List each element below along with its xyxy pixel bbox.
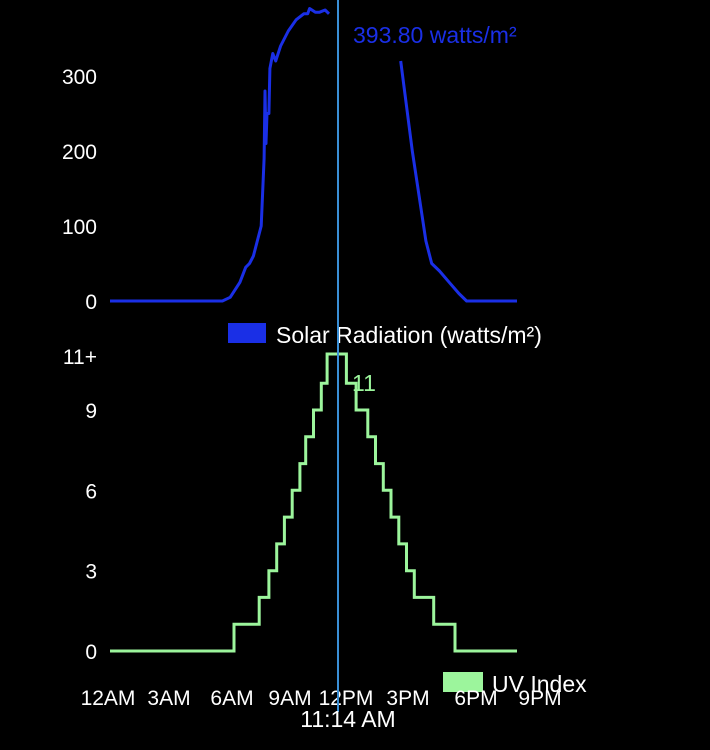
uv-y-tick-label: 3	[85, 561, 97, 584]
uv-series	[110, 352, 517, 653]
x-tick-label: 3AM	[147, 687, 190, 710]
x-tick-label: 12PM	[319, 687, 374, 710]
solar-radiation-chart[interactable]: 0 100 200 300 Solar Radiation (watts/m²) 39…	[62, 7, 542, 349]
solar-y-axis: 0 100 200 300	[62, 66, 97, 314]
uv-legend-label: UV Index	[492, 671, 587, 697]
x-tick-label: 9PM	[518, 687, 561, 710]
x-tick-label: 6PM	[454, 687, 497, 710]
solar-y-tick-label: 200	[62, 141, 97, 164]
uv-legend-swatch	[443, 672, 483, 692]
x-tick-label: 9AM	[268, 687, 311, 710]
solar-series	[110, 7, 517, 303]
solar-legend-swatch	[228, 323, 266, 343]
uv-y-axis: 0 3 6 9 11+	[63, 346, 97, 664]
uv-y-tick-label: 11+	[63, 346, 97, 369]
x-axis: 12AM 3AM 6AM 9AM 12PM 3PM 6PM 9PM	[81, 687, 562, 710]
uv-y-tick-label: 0	[85, 641, 97, 664]
uv-y-tick-label: 6	[85, 480, 97, 503]
uv-y-tick-label: 9	[85, 400, 97, 423]
solar-y-tick-label: 100	[62, 216, 97, 239]
solar-cursor-value-label: 393.80 watts/m²	[353, 22, 517, 48]
cursor-time-label: 11:14 AM	[300, 706, 395, 732]
uv-index-line	[110, 352, 517, 653]
x-tick-label: 6AM	[210, 687, 253, 710]
solar-radiation-line	[110, 7, 331, 303]
solar-y-tick-label: 0	[85, 291, 97, 314]
uv-cursor-value-label: 11	[352, 370, 376, 396]
solar-legend-label: Solar Radiation (watts/m²)	[276, 322, 542, 348]
x-tick-label: 12AM	[81, 687, 136, 710]
solar-y-tick-label: 300	[62, 66, 97, 89]
uv-index-chart[interactable]: 0 3 6 9 11+ 11 UV Index	[63, 346, 587, 697]
solar-radiation-line	[399, 60, 517, 303]
x-tick-label: 3PM	[386, 687, 429, 710]
